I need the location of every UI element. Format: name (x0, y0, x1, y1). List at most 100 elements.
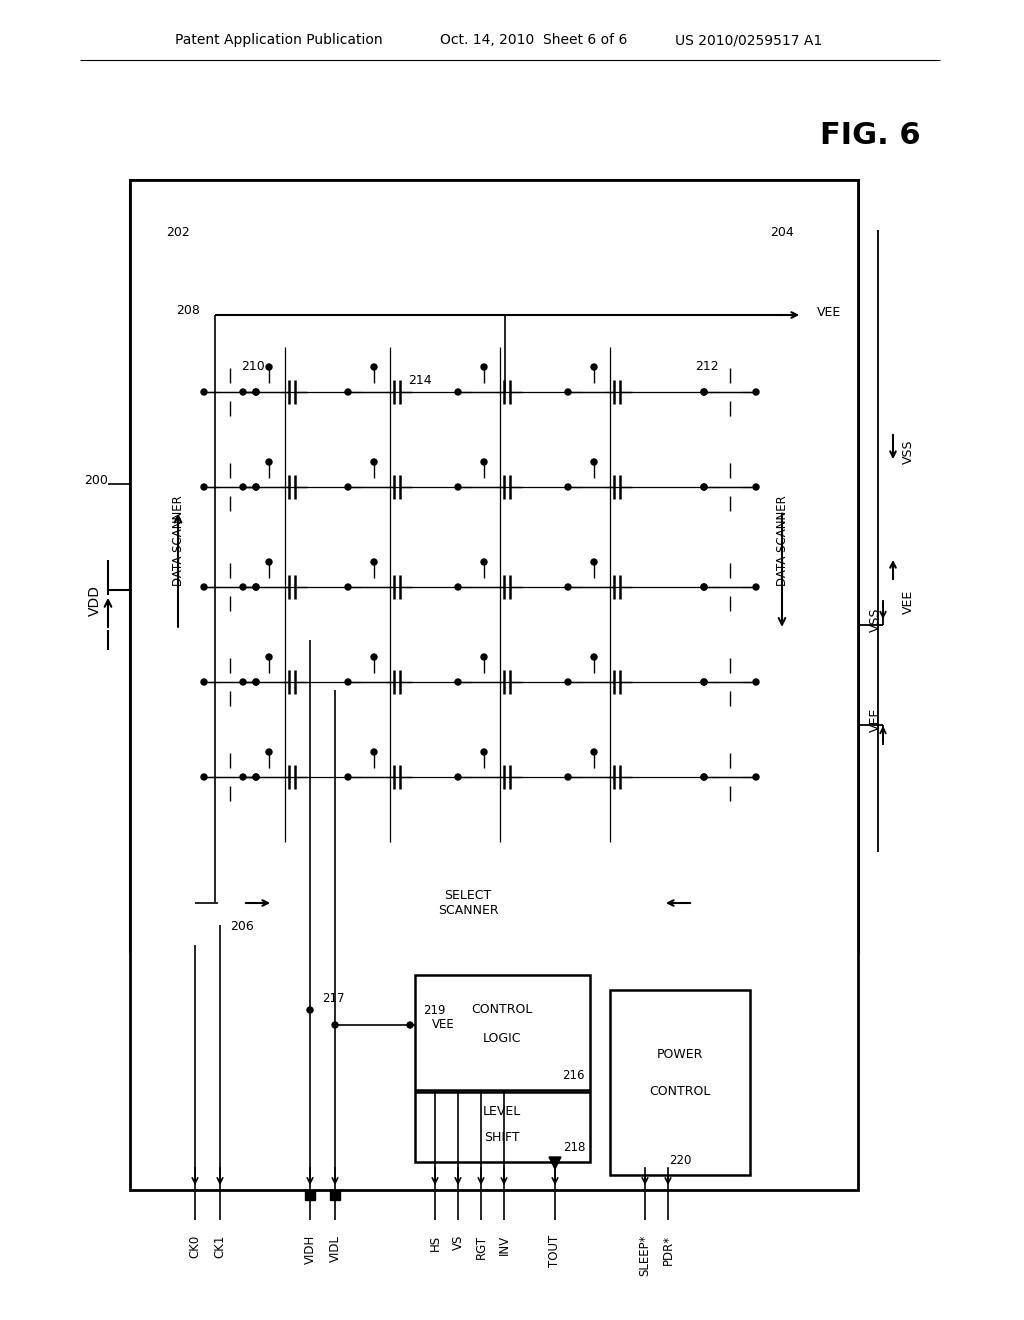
Circle shape (307, 1007, 313, 1012)
Circle shape (201, 678, 207, 685)
Circle shape (253, 484, 259, 490)
Bar (582, 383, 606, 401)
Circle shape (701, 774, 707, 780)
Bar (610, 990, 750, 1175)
Bar (130, 180, 858, 952)
Bar (219, 673, 241, 690)
Circle shape (253, 583, 259, 590)
Bar (218, 861, 718, 945)
Text: RGT: RGT (474, 1236, 487, 1259)
Bar (415, 975, 590, 1090)
Circle shape (371, 748, 377, 755)
Text: SHIFT: SHIFT (484, 1131, 520, 1144)
Bar (719, 383, 741, 401)
Bar (472, 383, 496, 401)
Circle shape (253, 389, 259, 395)
Bar (719, 673, 741, 690)
Bar (305, 392, 505, 532)
Circle shape (371, 653, 377, 660)
Bar (219, 478, 241, 496)
Text: LEVEL: LEVEL (483, 1105, 521, 1118)
Text: VSS: VSS (868, 607, 882, 632)
Text: 202: 202 (166, 227, 189, 239)
Circle shape (266, 459, 272, 465)
Circle shape (701, 774, 707, 780)
Bar (415, 1092, 590, 1162)
Text: FIG. 6: FIG. 6 (819, 120, 921, 149)
Circle shape (565, 678, 571, 685)
Text: VEE: VEE (817, 305, 842, 318)
Circle shape (253, 774, 259, 780)
Circle shape (266, 653, 272, 660)
Text: POWER: POWER (656, 1048, 703, 1061)
Circle shape (753, 678, 759, 685)
Text: DATA SCANNER: DATA SCANNER (171, 495, 184, 586)
Bar (472, 478, 496, 496)
Bar (472, 673, 496, 690)
Bar (257, 478, 281, 496)
Circle shape (201, 774, 207, 780)
Bar (362, 768, 386, 785)
Circle shape (565, 484, 571, 490)
Bar (130, 180, 858, 1191)
Circle shape (481, 558, 487, 565)
Text: Patent Application Publication: Patent Application Publication (175, 33, 383, 48)
Circle shape (481, 364, 487, 370)
Circle shape (481, 459, 487, 465)
Bar (330, 1191, 340, 1200)
Text: PDR*: PDR* (662, 1236, 675, 1265)
Text: SELECT
SCANNER: SELECT SCANNER (437, 888, 499, 917)
Bar (257, 383, 281, 401)
Text: 212: 212 (695, 360, 719, 374)
Text: 214: 214 (409, 374, 432, 387)
Circle shape (240, 389, 246, 395)
Circle shape (481, 748, 487, 755)
Text: VIDH: VIDH (303, 1236, 316, 1265)
Text: 206: 206 (230, 920, 254, 933)
Circle shape (345, 389, 351, 395)
Circle shape (701, 389, 707, 395)
Circle shape (371, 364, 377, 370)
Circle shape (345, 484, 351, 490)
Text: DATA SCANNER: DATA SCANNER (775, 495, 788, 586)
Bar (219, 578, 241, 597)
Circle shape (591, 748, 597, 755)
Bar (257, 673, 281, 690)
Circle shape (266, 364, 272, 370)
Circle shape (407, 1022, 413, 1028)
Text: 200: 200 (84, 474, 108, 487)
Text: 219: 219 (423, 1003, 445, 1016)
Text: 216: 216 (562, 1069, 585, 1082)
Text: Oct. 14, 2010  Sheet 6 of 6: Oct. 14, 2010 Sheet 6 of 6 (440, 33, 628, 48)
Bar (582, 673, 606, 690)
Bar (362, 383, 386, 401)
Text: 218: 218 (562, 1140, 585, 1154)
Text: 220: 220 (669, 1154, 691, 1167)
Circle shape (253, 774, 259, 780)
Circle shape (253, 678, 259, 685)
Bar (719, 478, 741, 496)
Text: VIDL: VIDL (329, 1236, 341, 1262)
Circle shape (753, 389, 759, 395)
Circle shape (455, 678, 461, 685)
Bar (719, 768, 741, 785)
Text: TOUT: TOUT (549, 1236, 561, 1267)
Circle shape (240, 484, 246, 490)
Bar (219, 383, 241, 401)
Circle shape (371, 558, 377, 565)
Bar (257, 768, 281, 785)
Bar (472, 578, 496, 597)
Circle shape (345, 678, 351, 685)
Circle shape (266, 558, 272, 565)
Circle shape (753, 774, 759, 780)
Text: INV: INV (498, 1236, 511, 1255)
Circle shape (332, 1022, 338, 1028)
Bar (148, 243, 208, 838)
Text: VEE: VEE (901, 590, 914, 614)
Bar (362, 578, 386, 597)
Bar (362, 478, 386, 496)
Circle shape (240, 774, 246, 780)
Circle shape (701, 484, 707, 490)
Text: VEE: VEE (432, 1018, 455, 1031)
Circle shape (253, 389, 259, 395)
